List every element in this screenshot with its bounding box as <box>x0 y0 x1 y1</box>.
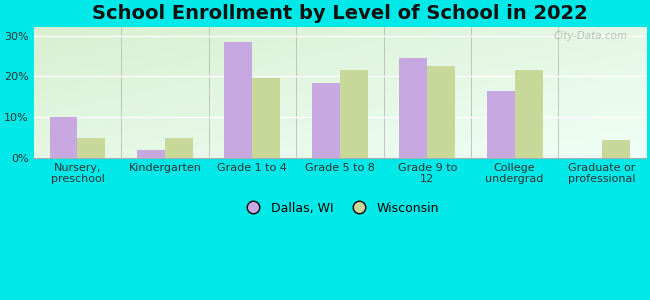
Bar <box>427 66 455 158</box>
Bar <box>49 117 77 158</box>
Title: School Enrollment by Level of School in 2022: School Enrollment by Level of School in … <box>92 4 588 23</box>
Bar <box>312 82 340 158</box>
Bar <box>77 138 105 158</box>
Bar <box>137 150 165 158</box>
Bar <box>165 138 193 158</box>
Legend: Dallas, WI, Wisconsin: Dallas, WI, Wisconsin <box>236 196 443 220</box>
Bar <box>399 58 427 158</box>
Bar <box>252 79 280 158</box>
Bar <box>602 140 630 158</box>
Text: City-Data.com: City-Data.com <box>553 32 627 41</box>
Bar <box>487 91 515 158</box>
Bar <box>224 42 252 158</box>
Bar <box>515 70 543 158</box>
Bar <box>340 70 368 158</box>
